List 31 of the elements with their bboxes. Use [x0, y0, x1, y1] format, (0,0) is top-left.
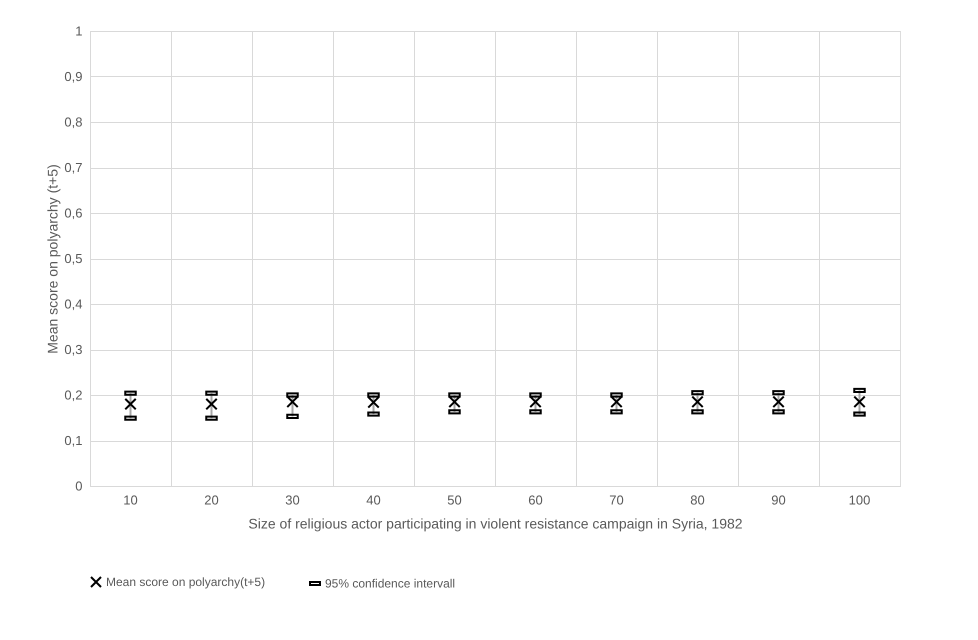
y-tick-label: 0,4 [64, 296, 82, 312]
x-axis-title: Size of religious actor participating in violent resistance campaign in Syria, 1982 [248, 516, 743, 532]
y-tick-label: 0,1 [64, 433, 82, 448]
y-tick-label: 0,8 [64, 114, 82, 130]
legend-label: Mean score on polyarchy(t+5) [106, 575, 266, 589]
y-tick-label: 0 [75, 478, 82, 494]
y-tick-label: 1 [75, 24, 82, 38]
y-axis-title: Mean score on polyarchy (t+5) [44, 164, 60, 354]
x-tick-label: 20 [204, 492, 219, 508]
x-tick-label: 30 [285, 492, 300, 508]
y-tick-label: 0,6 [64, 206, 82, 220]
x-tick-label: 50 [447, 492, 462, 508]
x-tick-label: 100 [848, 492, 870, 508]
point [124, 398, 137, 410]
y-tick-label: 0,2 [64, 388, 82, 402]
point [367, 396, 380, 409]
point [691, 396, 704, 408]
y-tick-label: 0,7 [64, 160, 82, 175]
point [772, 396, 785, 408]
x-tick-label: 70 [609, 492, 624, 508]
y-tick-label: 0,3 [64, 342, 82, 357]
x-tick-label: 80 [690, 492, 705, 508]
x-tick-label: 40 [366, 492, 381, 508]
x-tick-label: 10 [123, 492, 138, 508]
y-tick-label: 0,9 [64, 69, 82, 84]
x-tick-label: 90 [771, 492, 786, 508]
point [205, 398, 218, 410]
point [853, 396, 866, 408]
legend-label: 95% confidence intervall [325, 576, 456, 590]
y-tick-label: 0,5 [64, 251, 82, 266]
x-tick-label: 60 [528, 492, 543, 508]
